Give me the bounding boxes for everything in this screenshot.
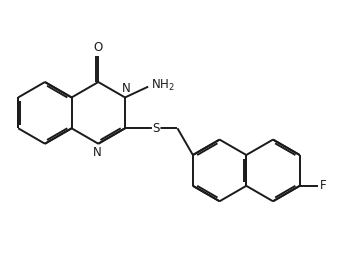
- Text: NH$_2$: NH$_2$: [151, 77, 174, 93]
- Text: N: N: [122, 82, 131, 95]
- Text: O: O: [94, 41, 103, 54]
- Text: F: F: [320, 179, 327, 192]
- Text: S: S: [153, 122, 160, 135]
- Text: N: N: [93, 146, 102, 159]
